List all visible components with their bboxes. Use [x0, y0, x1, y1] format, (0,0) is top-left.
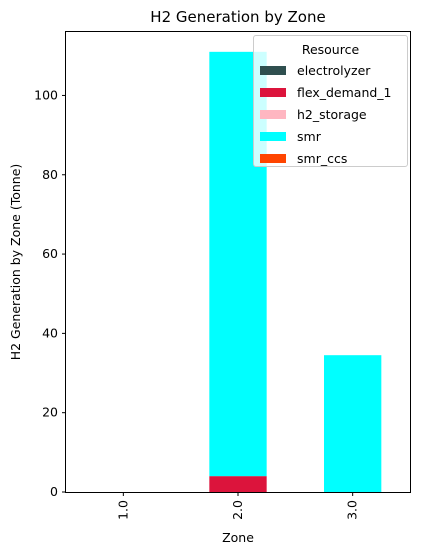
- legend-item-flex_demand_1: flex_demand_1: [260, 81, 407, 103]
- legend-label: smr: [297, 128, 321, 144]
- legend-swatch: [260, 131, 286, 141]
- y-tick-label: 40: [42, 325, 58, 340]
- bar-smr-3.0: [324, 355, 382, 492]
- y-axis-label: H2 Generation by Zone (Tonne): [8, 164, 23, 361]
- legend-swatch: [260, 109, 286, 119]
- x-tick-label: 1.0: [115, 500, 130, 520]
- y-tick-label: 100: [34, 87, 58, 102]
- x-axis-label: Zone: [222, 530, 254, 545]
- bar-flex_demand_1-2.0: [209, 476, 267, 492]
- legend-label: h2_storage: [297, 106, 367, 122]
- x-axis: 1.0 2.0 3.0: [115, 492, 360, 520]
- y-tick-label: 80: [42, 167, 58, 182]
- legend-item-smr_ccs: smr_ccs: [260, 147, 407, 169]
- legend-label: electrolyzer: [297, 62, 371, 78]
- legend-swatch: [260, 153, 286, 163]
- y-tick-label: 0: [50, 484, 58, 499]
- legend-label: smr_ccs: [297, 150, 348, 166]
- y-tick-label: 60: [42, 246, 58, 261]
- legend-swatch: [260, 87, 286, 97]
- x-tick-label: 3.0: [345, 500, 360, 520]
- legend-swatch: [260, 65, 286, 75]
- legend-label: flex_demand_1: [297, 84, 392, 100]
- chart-title: H2 Generation by Zone: [150, 8, 325, 26]
- x-tick-label: 2.0: [230, 500, 245, 520]
- legend-title: Resource: [301, 42, 360, 57]
- legend-item-h2_storage: h2_storage: [260, 103, 407, 125]
- legend-item-electrolyzer: electrolyzer: [260, 59, 407, 81]
- y-tick-label: 20: [42, 405, 58, 420]
- legend: Resource electrolyzer flex_demand_1 h2_sto…: [253, 35, 408, 167]
- y-axis: 0 20 40 60 80 100: [34, 87, 66, 499]
- legend-item-smr: smr: [260, 125, 407, 147]
